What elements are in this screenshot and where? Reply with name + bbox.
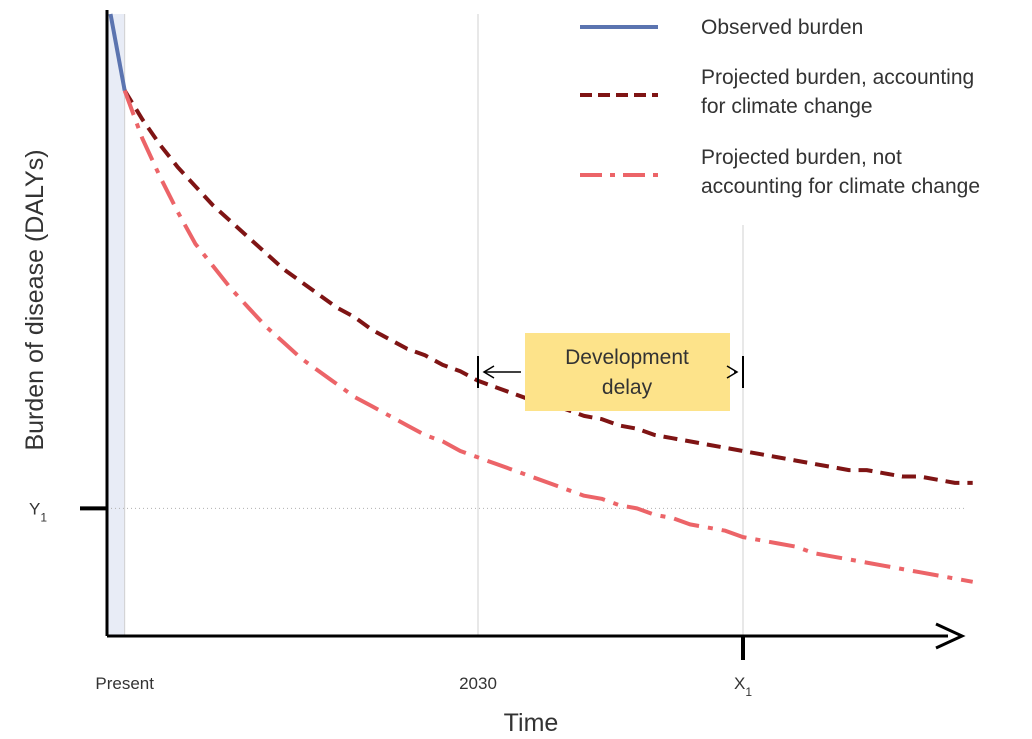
delay-arrowhead-right	[726, 365, 739, 379]
delay-box	[525, 333, 730, 411]
x-axis-title: Time	[504, 709, 559, 737]
legend-label-observed: Observed burden	[701, 16, 863, 39]
legend-label-climate: Projected burden, accounting for climate …	[701, 66, 974, 118]
y-tick-label-y1: Y1	[29, 499, 47, 524]
delay-label-line1: Development	[565, 346, 689, 369]
legend-label-noclimate: Projected burden, not accounting for clim…	[701, 146, 980, 198]
x-axis-arrowhead	[935, 622, 966, 650]
series-line-noclimate	[122, 89, 974, 584]
delay-label-line2: delay	[602, 376, 653, 399]
series-line-observed	[108, 13, 127, 91]
x-tick-label-x1: X1	[734, 674, 752, 699]
present-shade	[107, 14, 125, 636]
x-tick-label-present: Present	[95, 674, 154, 693]
x-tick-label-y2030: 2030	[459, 674, 497, 693]
y-axis-title: Burden of disease (DALYs)	[21, 149, 49, 450]
delay-arrowhead-left	[482, 365, 495, 379]
